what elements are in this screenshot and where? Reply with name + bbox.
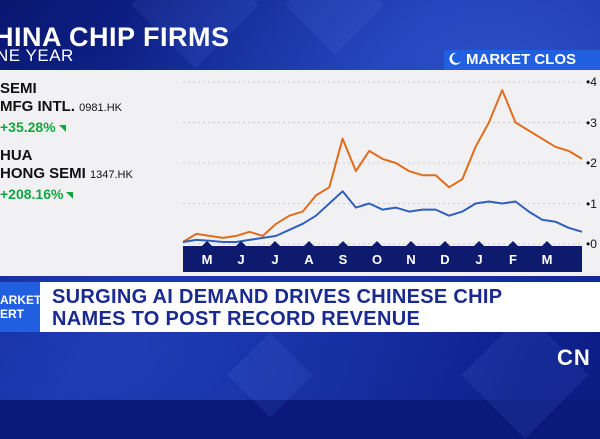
market-status-badge: MARKET CLOS: [444, 50, 600, 70]
stock-change: +208.16%: [0, 186, 64, 202]
month-label: D: [440, 252, 450, 267]
x-axis-bar: [183, 246, 582, 272]
page-title: HINA CHIP FIRMS: [0, 22, 230, 52]
page-subtitle: NE YEAR: [0, 46, 74, 65]
month-label: M: [541, 252, 553, 267]
month-marker: [269, 241, 281, 247]
month-label: N: [406, 252, 416, 267]
month-marker: [337, 241, 349, 247]
month-label: J: [237, 252, 245, 267]
moon-icon: [444, 50, 466, 70]
month-marker: [507, 241, 519, 247]
month-label: F: [509, 252, 517, 267]
network-logo: CN: [557, 345, 591, 370]
headline-line-2: NAMES TO POST RECORD REVENUE: [52, 308, 421, 330]
stock-name-line2: MFG INTL.: [0, 98, 75, 115]
month-label: M: [201, 252, 213, 267]
stock-entry-smic: SEMI MFG INTL. 0981.HK +35.28%: [0, 80, 122, 135]
month-marker: [201, 241, 213, 247]
stock-ticker: 0981.HK: [79, 102, 122, 114]
stock-ticker: 1347.HK: [90, 169, 133, 181]
month-marker: [405, 241, 417, 247]
y-tick-label: •4: [586, 75, 597, 89]
stock-name-line2: HONG SEMI: [0, 165, 86, 182]
y-tick-label: •1: [586, 196, 597, 211]
headline-text: SURGING AI DEMAND DRIVES CHINESE CHIP NA…: [52, 286, 502, 330]
stock-entry-huahong: HUA HONG SEMI 1347.HK +208.16%: [0, 147, 133, 202]
month-marker: [541, 241, 553, 247]
segment-tag: ARKET ERT: [0, 282, 40, 332]
month-marker: [371, 241, 383, 247]
month-label: O: [371, 252, 383, 267]
month-label: S: [338, 252, 348, 267]
y-tick-label: •0: [586, 237, 597, 251]
month-label: J: [475, 252, 483, 267]
stock-name-line1: SEMI: [0, 80, 37, 97]
month-marker: [473, 241, 485, 247]
headline-banner: [0, 282, 600, 332]
y-tick-label: •3: [586, 115, 597, 130]
month-marker: [235, 241, 247, 247]
headline-line-1: SURGING AI DEMAND DRIVES CHINESE CHIP: [52, 286, 503, 308]
month-marker: [303, 241, 315, 247]
up-arrow-icon: [66, 191, 74, 199]
month-label: A: [304, 252, 314, 267]
month-marker: [439, 241, 451, 247]
market-status-label: MARKET CLOS: [466, 51, 576, 68]
stock-name-line1: HUA: [0, 147, 33, 164]
stock-change: +35.28%: [0, 119, 56, 135]
y-tick-label: •2: [586, 156, 597, 170]
month-label: J: [271, 252, 279, 267]
up-arrow-icon: [58, 124, 66, 132]
